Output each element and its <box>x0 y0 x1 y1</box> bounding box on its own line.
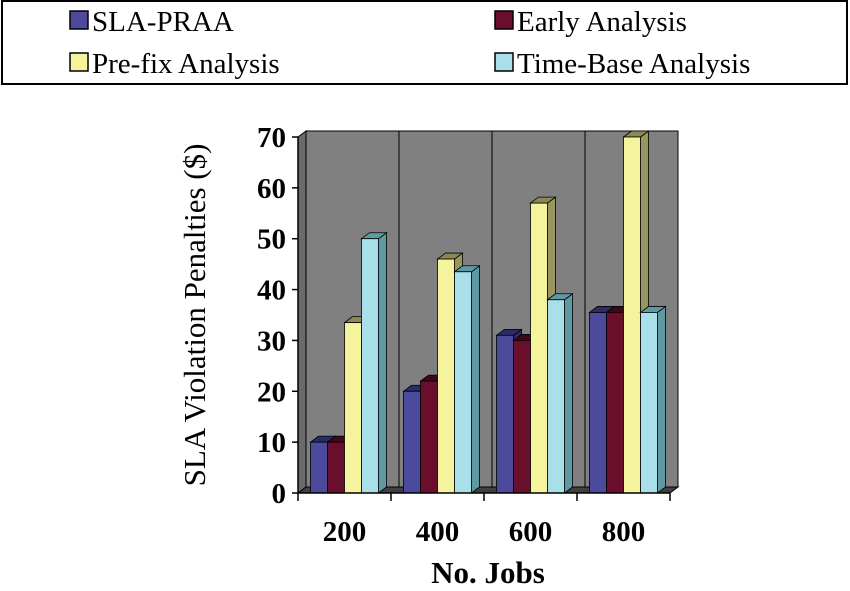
bar-front <box>640 312 658 494</box>
y-axis: 0 10 20 30 40 50 60 70 <box>257 122 299 510</box>
x-tick-label: 600 <box>509 516 553 548</box>
legend-swatch <box>69 52 89 72</box>
legend-swatch <box>69 10 89 30</box>
bar-side <box>657 305 666 494</box>
bar <box>546 292 574 494</box>
bar-front <box>606 312 624 494</box>
x-tick-label: 200 <box>323 516 367 548</box>
y-tick-label: 70 <box>257 122 286 154</box>
x-axis: 200 400 600 800 <box>297 492 671 548</box>
legend-box <box>1 0 848 85</box>
bar-front <box>403 390 421 494</box>
legend-label: Time-Base Analysis <box>517 48 750 80</box>
bar-front <box>547 299 565 494</box>
plot-side-wall <box>297 130 307 494</box>
bar <box>639 305 667 494</box>
bar-front <box>344 322 362 494</box>
legend-label: Early Analysis <box>517 6 687 38</box>
y-tick-label: 50 <box>257 224 286 256</box>
y-tick-label: 10 <box>257 427 286 459</box>
bar-front <box>623 136 641 494</box>
x-tick-label: 800 <box>602 516 646 548</box>
bar-side <box>471 264 480 494</box>
bar-front <box>327 441 345 494</box>
bar-front <box>420 380 438 494</box>
bar-front <box>513 340 531 494</box>
bar-front <box>530 202 548 494</box>
legend-label: Pre-fix Analysis <box>92 48 280 80</box>
bar-front <box>589 312 607 494</box>
bar-front <box>437 258 455 494</box>
legend-item: SLA-PRAA <box>69 6 234 38</box>
bar-side <box>564 292 573 494</box>
bar-front <box>361 238 379 494</box>
legend: SLA-PRAA Early Analysis Pre-fix Analysis Ti… <box>69 6 750 80</box>
bar-side <box>378 231 387 494</box>
legend-label: SLA-PRAA <box>92 6 234 38</box>
bar-front <box>454 271 472 494</box>
y-axis-label: SLA Violation Penalties ($) <box>177 144 212 487</box>
y-tick-label: 0 <box>272 478 287 510</box>
bar-front <box>310 441 328 494</box>
bars <box>309 130 667 494</box>
legend-item: Early Analysis <box>494 6 687 38</box>
y-tick-label: 40 <box>257 275 286 307</box>
bar <box>360 231 388 494</box>
x-axis-label: No. Jobs <box>431 555 545 590</box>
legend-swatch <box>494 52 514 72</box>
bar <box>453 264 481 494</box>
legend-item: Pre-fix Analysis <box>69 48 280 80</box>
y-tick-label: 20 <box>257 376 286 408</box>
plot-area <box>296 130 680 494</box>
x-tick-label: 400 <box>416 516 460 548</box>
legend-item: Time-Base Analysis <box>494 48 750 80</box>
bar-front <box>496 334 514 494</box>
y-tick-label: 30 <box>257 325 286 357</box>
y-tick-label: 60 <box>257 173 286 205</box>
legend-swatch <box>494 10 514 30</box>
